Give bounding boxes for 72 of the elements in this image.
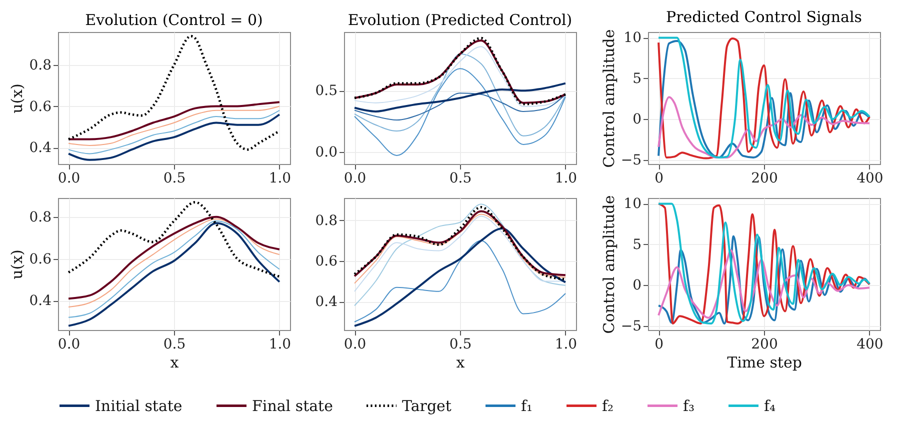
legend-label: Target: [402, 396, 452, 415]
x-tick-label: 1.0: [268, 336, 292, 352]
x-tick-label: 1.0: [554, 336, 578, 352]
x-axis-title: x: [456, 354, 466, 372]
y-axis-title: Control amplitude: [600, 29, 618, 168]
y-tick-label: 0.5: [315, 83, 338, 100]
y-tick-label: 0.6: [315, 253, 338, 270]
x-axis-title: x: [170, 354, 180, 372]
chart-title: Evolution (Predicted Control): [348, 11, 572, 29]
legend-label: f₄: [764, 396, 776, 415]
line-series: [68, 110, 280, 154]
y-tick-label: −5: [620, 152, 642, 168]
line-series: [354, 227, 566, 327]
y-tick-label: 0.8: [315, 212, 338, 229]
chart-title: Predicted Control Signals: [666, 8, 862, 26]
line-series: [67, 34, 281, 151]
x-tick-label: 400: [856, 336, 884, 352]
y-tick-label: 0.8: [29, 58, 52, 74]
x-axis-title: Time step: [727, 354, 802, 372]
x-tick-label: 0.5: [163, 336, 186, 352]
line-series: [354, 240, 566, 322]
line-series: [354, 204, 566, 306]
y-axis-title: Control amplitude: [600, 195, 618, 334]
line-series: [68, 114, 280, 161]
line-series: [67, 200, 281, 278]
x-tick-label: 0.0: [58, 336, 80, 352]
chart-title: Evolution (Control = 0): [85, 11, 263, 29]
legend-label: Initial state: [95, 396, 182, 415]
y-tick-label: 0: [632, 278, 642, 294]
y-tick-label: 0.6: [29, 98, 52, 115]
line-series: [658, 202, 870, 324]
line-series: [658, 235, 870, 324]
y-axis-title: u(x): [8, 84, 26, 114]
legend-label: Final state: [252, 396, 334, 415]
y-tick-label: 0.4: [315, 294, 338, 310]
x-tick-label: 0.5: [449, 336, 472, 352]
x-tick-label: 1.0: [268, 170, 292, 186]
x-tick-label: 0.0: [344, 170, 366, 186]
x-tick-label: 400: [856, 170, 884, 186]
x-tick-label: 0: [654, 336, 664, 352]
x-tick-label: 0.5: [449, 170, 472, 186]
y-tick-label: 0.0: [315, 144, 338, 160]
y-tick-label: 10: [624, 30, 642, 46]
y-tick-label: 0.4: [29, 140, 52, 156]
y-tick-label: 0.8: [29, 209, 52, 226]
x-tick-label: 0: [654, 170, 664, 186]
x-tick-label: 0.0: [344, 336, 366, 352]
line-series: [354, 82, 566, 112]
line-series: [68, 101, 280, 140]
y-tick-label: 0.4: [29, 293, 52, 310]
line-series: [658, 249, 870, 319]
legend-label: f₃: [683, 396, 695, 415]
y-tick-label: 10: [624, 196, 642, 212]
line-series: [354, 92, 566, 120]
x-tick-label: 0.5: [163, 170, 186, 186]
line-series: [354, 68, 566, 156]
line-series: [658, 96, 870, 158]
y-tick-label: 0.6: [29, 251, 52, 268]
x-tick-label: 0.0: [58, 170, 80, 186]
legend-label: f₁: [521, 396, 533, 415]
x-tick-label: 1.0: [554, 170, 578, 186]
y-tick-label: −5: [620, 318, 642, 334]
y-tick-label: 5: [632, 70, 642, 87]
x-tick-label: 200: [751, 170, 778, 186]
line-series: [68, 106, 280, 146]
legend-label: f₂: [602, 396, 614, 415]
y-axis-title: u(x): [8, 250, 26, 280]
x-tick-label: 200: [751, 336, 778, 352]
y-tick-label: 0: [632, 112, 642, 128]
line-series: [354, 46, 566, 108]
line-series: [354, 54, 566, 136]
y-tick-label: 5: [632, 236, 642, 253]
